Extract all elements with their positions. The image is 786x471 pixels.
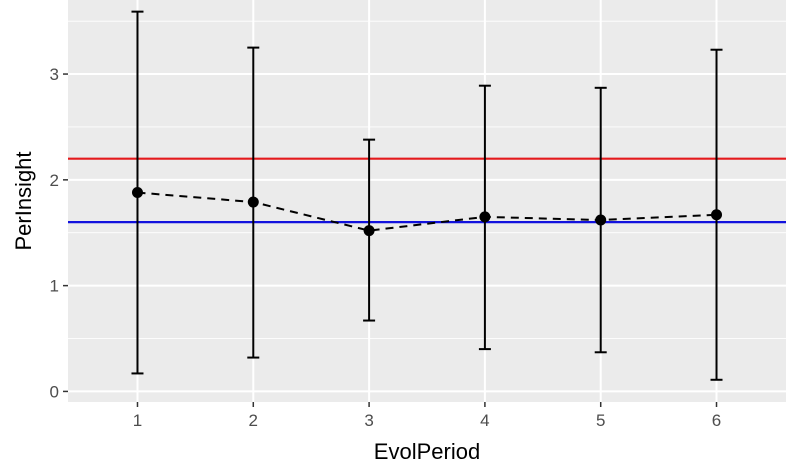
data-point [479,211,491,223]
reference-lines [68,157,786,224]
x-tick-label: 2 [249,411,258,430]
data-point [247,196,259,208]
x-tick-label: 3 [364,411,373,430]
data-point [595,214,607,226]
y-tick-label: 2 [50,171,59,190]
y-axis-title: PerInsight [11,151,36,250]
x-tick-label: 1 [133,411,142,430]
y-tick-label: 0 [50,382,59,401]
data-points [131,187,723,237]
x-tick-label: 5 [596,411,605,430]
x-axis-ticks: 1 2 3 4 5 6 [133,402,721,430]
data-point [711,209,723,221]
y-tick-label: 3 [50,65,59,84]
plot-panel [68,0,786,402]
x-tick-label: 6 [712,411,721,430]
x-tick-label: 4 [480,411,489,430]
y-tick-label: 1 [50,277,59,296]
data-point [363,225,375,237]
y-axis-ticks: 0 1 2 3 [50,65,68,401]
data-point [131,187,143,199]
x-axis-title: EvolPeriod [374,439,480,464]
minor-gridlines [68,20,786,339]
